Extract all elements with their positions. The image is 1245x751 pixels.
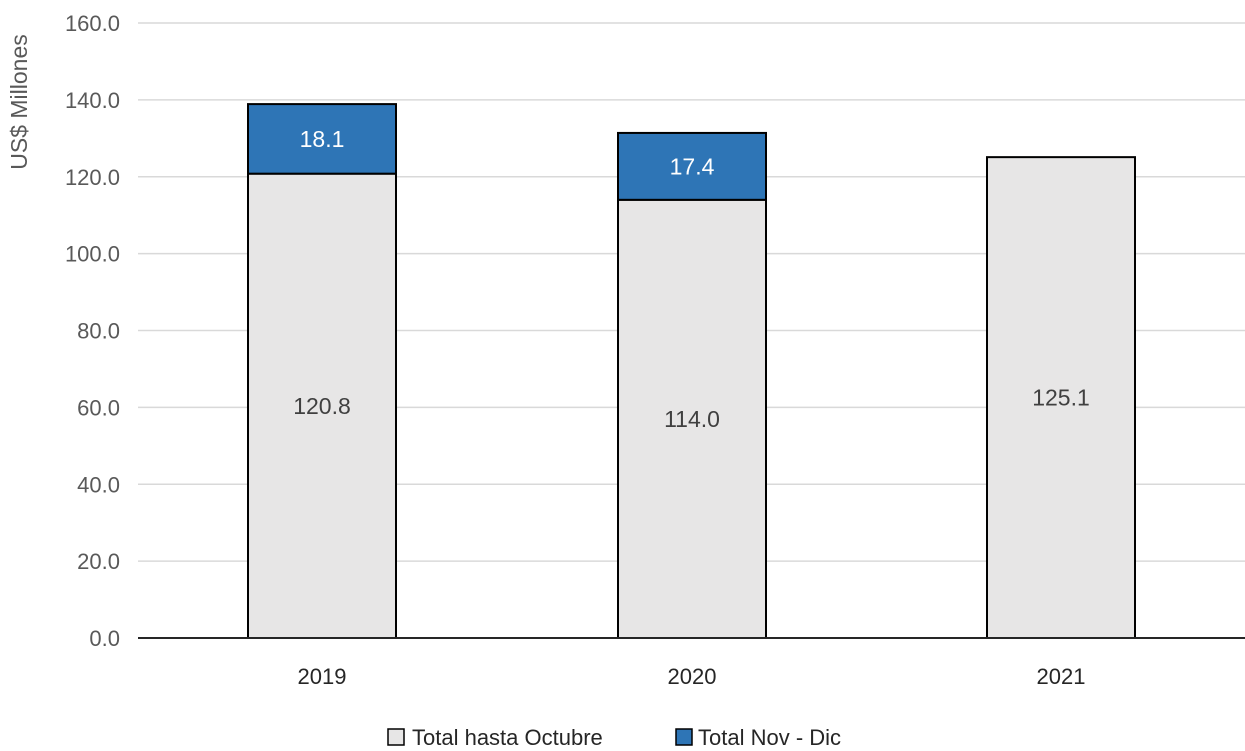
data-label: 120.8 [293,393,351,419]
y-axis-tick-labels: 0.0 20.0 40.0 60.0 80.0 100.0 120.0 140.0 160.0 [65,11,120,651]
data-label: 18.1 [300,126,345,152]
x-category-label: 2020 [668,664,717,689]
bar-segment-2020-series-2 [617,131,767,201]
legend: Total hasta Octubre Total Nov - Dic [387,725,841,750]
y-tick-label: 140.0 [65,88,120,113]
data-label: 125.1 [1032,385,1090,411]
bar-segment-2020-series-1 [617,198,767,639]
bar-segment-2021-series-1 [986,156,1136,639]
y-tick-label: 40.0 [77,472,120,497]
bar-segment-2019-series-1 [247,172,397,640]
y-tick-label: 0.0 [89,626,120,651]
data-label: 17.4 [670,153,715,179]
legend-swatch [675,728,693,746]
data-labels: 120.8 18.1 114.0 17.4 125.1 [293,126,1090,432]
y-axis-title: US$ Millones [6,34,32,170]
data-label: 114.0 [664,406,720,432]
y-tick-label: 160.0 [65,11,120,36]
x-category-label: 2021 [1037,664,1086,689]
y-tick-label: 80.0 [77,319,120,344]
x-category-label: 2019 [298,664,347,689]
bars [247,103,1136,640]
y-tick-label: 20.0 [77,549,120,574]
legend-label: Total Nov - Dic [698,725,841,750]
x-axis-category-labels: 2019 2020 2021 [298,664,1086,689]
legend-label: Total hasta Octubre [412,725,603,750]
y-tick-label: 120.0 [65,165,120,190]
bar-segment-2019-series-2 [247,103,397,175]
y-tick-label: 60.0 [77,395,120,420]
y-tick-label: 100.0 [65,242,120,267]
legend-swatch [387,728,405,746]
